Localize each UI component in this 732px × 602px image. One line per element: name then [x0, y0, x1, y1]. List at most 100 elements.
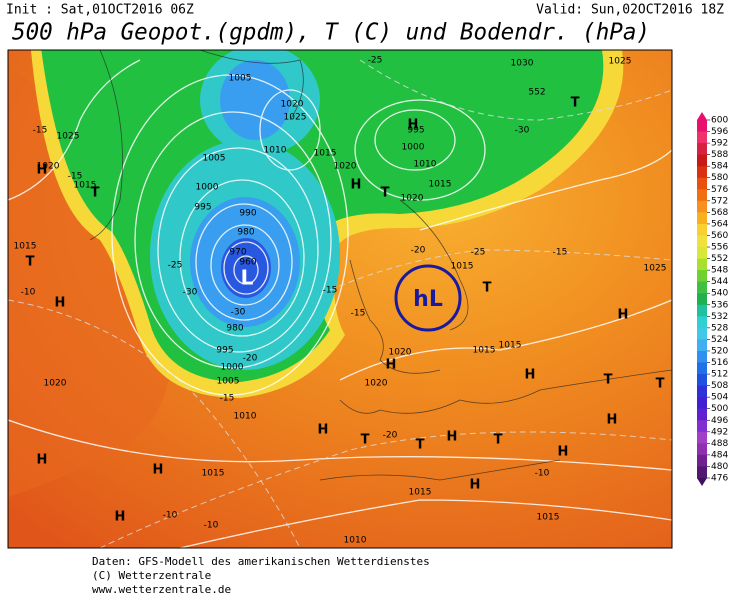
colorbar-tick-label: 552	[711, 254, 728, 264]
contour-label: 1010	[344, 536, 367, 546]
colorbar-band	[697, 454, 707, 467]
contour-label: 552	[528, 88, 545, 98]
colorbar-band	[697, 362, 707, 375]
colorbar-band	[697, 304, 707, 317]
contour-label: 1020	[281, 100, 304, 110]
contour-label: 1015	[14, 242, 37, 252]
contour-label: -15	[553, 248, 568, 258]
colorbar-band	[697, 258, 707, 271]
contour-label: 1015	[202, 469, 225, 479]
colorbar-tick-label: 480	[711, 462, 728, 472]
colorbar-tick-label: 600	[711, 116, 728, 126]
contour-label: 1000	[196, 183, 219, 193]
pressure-center: H	[153, 463, 164, 478]
colorbar-band	[697, 431, 707, 444]
colorbar-tick-label: 524	[711, 335, 728, 345]
contour-label: -30	[515, 126, 530, 136]
colorbar-band	[697, 189, 707, 202]
colorbar-band	[697, 143, 707, 156]
colorbar-tick-label: 532	[711, 312, 728, 322]
pressure-center: H	[408, 118, 419, 133]
contour-label: -20	[383, 431, 398, 441]
pressure-center: T	[26, 255, 35, 270]
contour-label: 1015	[409, 488, 432, 498]
colorbar-tick-label: 588	[711, 150, 728, 160]
temperature-lines	[8, 59, 672, 548]
colorbar-band	[697, 397, 707, 410]
colorbar-tick-label: 512	[711, 370, 728, 380]
pressure-center: H	[351, 178, 362, 193]
colorbar-tick-label: 500	[711, 404, 728, 414]
contour-label: 1010	[414, 160, 437, 170]
colorbar-band	[697, 420, 707, 433]
colorbar-tick-label: 476	[711, 474, 728, 484]
colorbar-tick-label: 560	[711, 231, 728, 241]
contour-label: -10	[204, 521, 219, 531]
contour-label: -25	[471, 248, 486, 258]
pressure-center: T	[571, 96, 580, 111]
colorbar-tick-label: 488	[711, 439, 728, 449]
low-marker-circle	[394, 264, 462, 332]
colorbar-band	[697, 212, 707, 225]
contour-label: 1015	[499, 341, 522, 351]
colorbar-band	[697, 154, 707, 167]
contour-label: -20	[411, 246, 426, 256]
valid-time: Valid: Sun,02OCT2016 18Z	[536, 3, 724, 18]
colorbar-tick-label: 584	[711, 162, 728, 172]
colorbar-tick-label: 516	[711, 358, 728, 368]
contour-label: -30	[183, 288, 198, 298]
colorbar-band	[697, 293, 707, 306]
colorbar-tip	[697, 478, 707, 486]
colorbar-band	[697, 235, 707, 248]
colorbar-tick-label: 564	[711, 219, 728, 229]
contour-label: 1015	[314, 149, 337, 159]
pressure-center: T	[483, 281, 492, 296]
pressure-center: H	[525, 368, 536, 383]
colorbar-band	[697, 177, 707, 190]
contour-label: -30	[231, 308, 246, 318]
contour-label: 1015	[473, 346, 496, 356]
contour-label: 1005	[229, 74, 252, 84]
colorbar-band	[697, 131, 707, 144]
colorbar-band	[697, 408, 707, 421]
contour-label: 1020	[334, 162, 357, 172]
colorbar-band	[697, 166, 707, 179]
contour-label: 1010	[234, 412, 257, 422]
pressure-center: T	[381, 186, 390, 201]
pressure-center: H	[470, 478, 481, 493]
map-title: 500 hPa Geopot.(gpdm), T (C) und Bodendr…	[12, 20, 650, 46]
colorbar-tick-label: 572	[711, 196, 728, 206]
contour-label: -15	[68, 172, 83, 182]
contour-label: 1010	[264, 146, 287, 156]
pressure-center: L	[241, 266, 254, 290]
colorbar-tick-label: 528	[711, 323, 728, 333]
isobars	[8, 59, 672, 548]
pressure-center: H	[447, 430, 458, 445]
pressure-center: T	[361, 433, 370, 448]
colorbar-band	[697, 339, 707, 352]
pressure-center: H	[37, 163, 48, 178]
pressure-center: H	[37, 453, 48, 468]
contour-label: -25	[168, 261, 183, 271]
contour-label: -15	[220, 394, 235, 404]
colorbar-tick-label: 492	[711, 427, 728, 437]
pressure-center: T	[91, 186, 100, 201]
contour-label: -25	[368, 56, 383, 66]
coastlines	[89, 50, 672, 481]
contour-label: 1000	[402, 143, 425, 153]
colorbar-tick-label: 496	[711, 416, 728, 426]
init-time: Init : Sat,01OCT2016 06Z	[6, 3, 194, 18]
pressure-center: H	[115, 510, 126, 525]
map-frame	[7, 49, 673, 549]
colorbar-band	[697, 281, 707, 294]
contour-label: -15	[351, 309, 366, 319]
colorbar-band	[697, 466, 707, 479]
footer-line: www.wetterzentrale.de	[92, 583, 231, 596]
blue-area	[220, 60, 290, 140]
contour-label: -20	[243, 354, 258, 364]
colorbar-tick-label: 504	[711, 393, 728, 403]
contour-label: -10	[21, 288, 36, 298]
contour-label: 1020	[389, 348, 412, 358]
